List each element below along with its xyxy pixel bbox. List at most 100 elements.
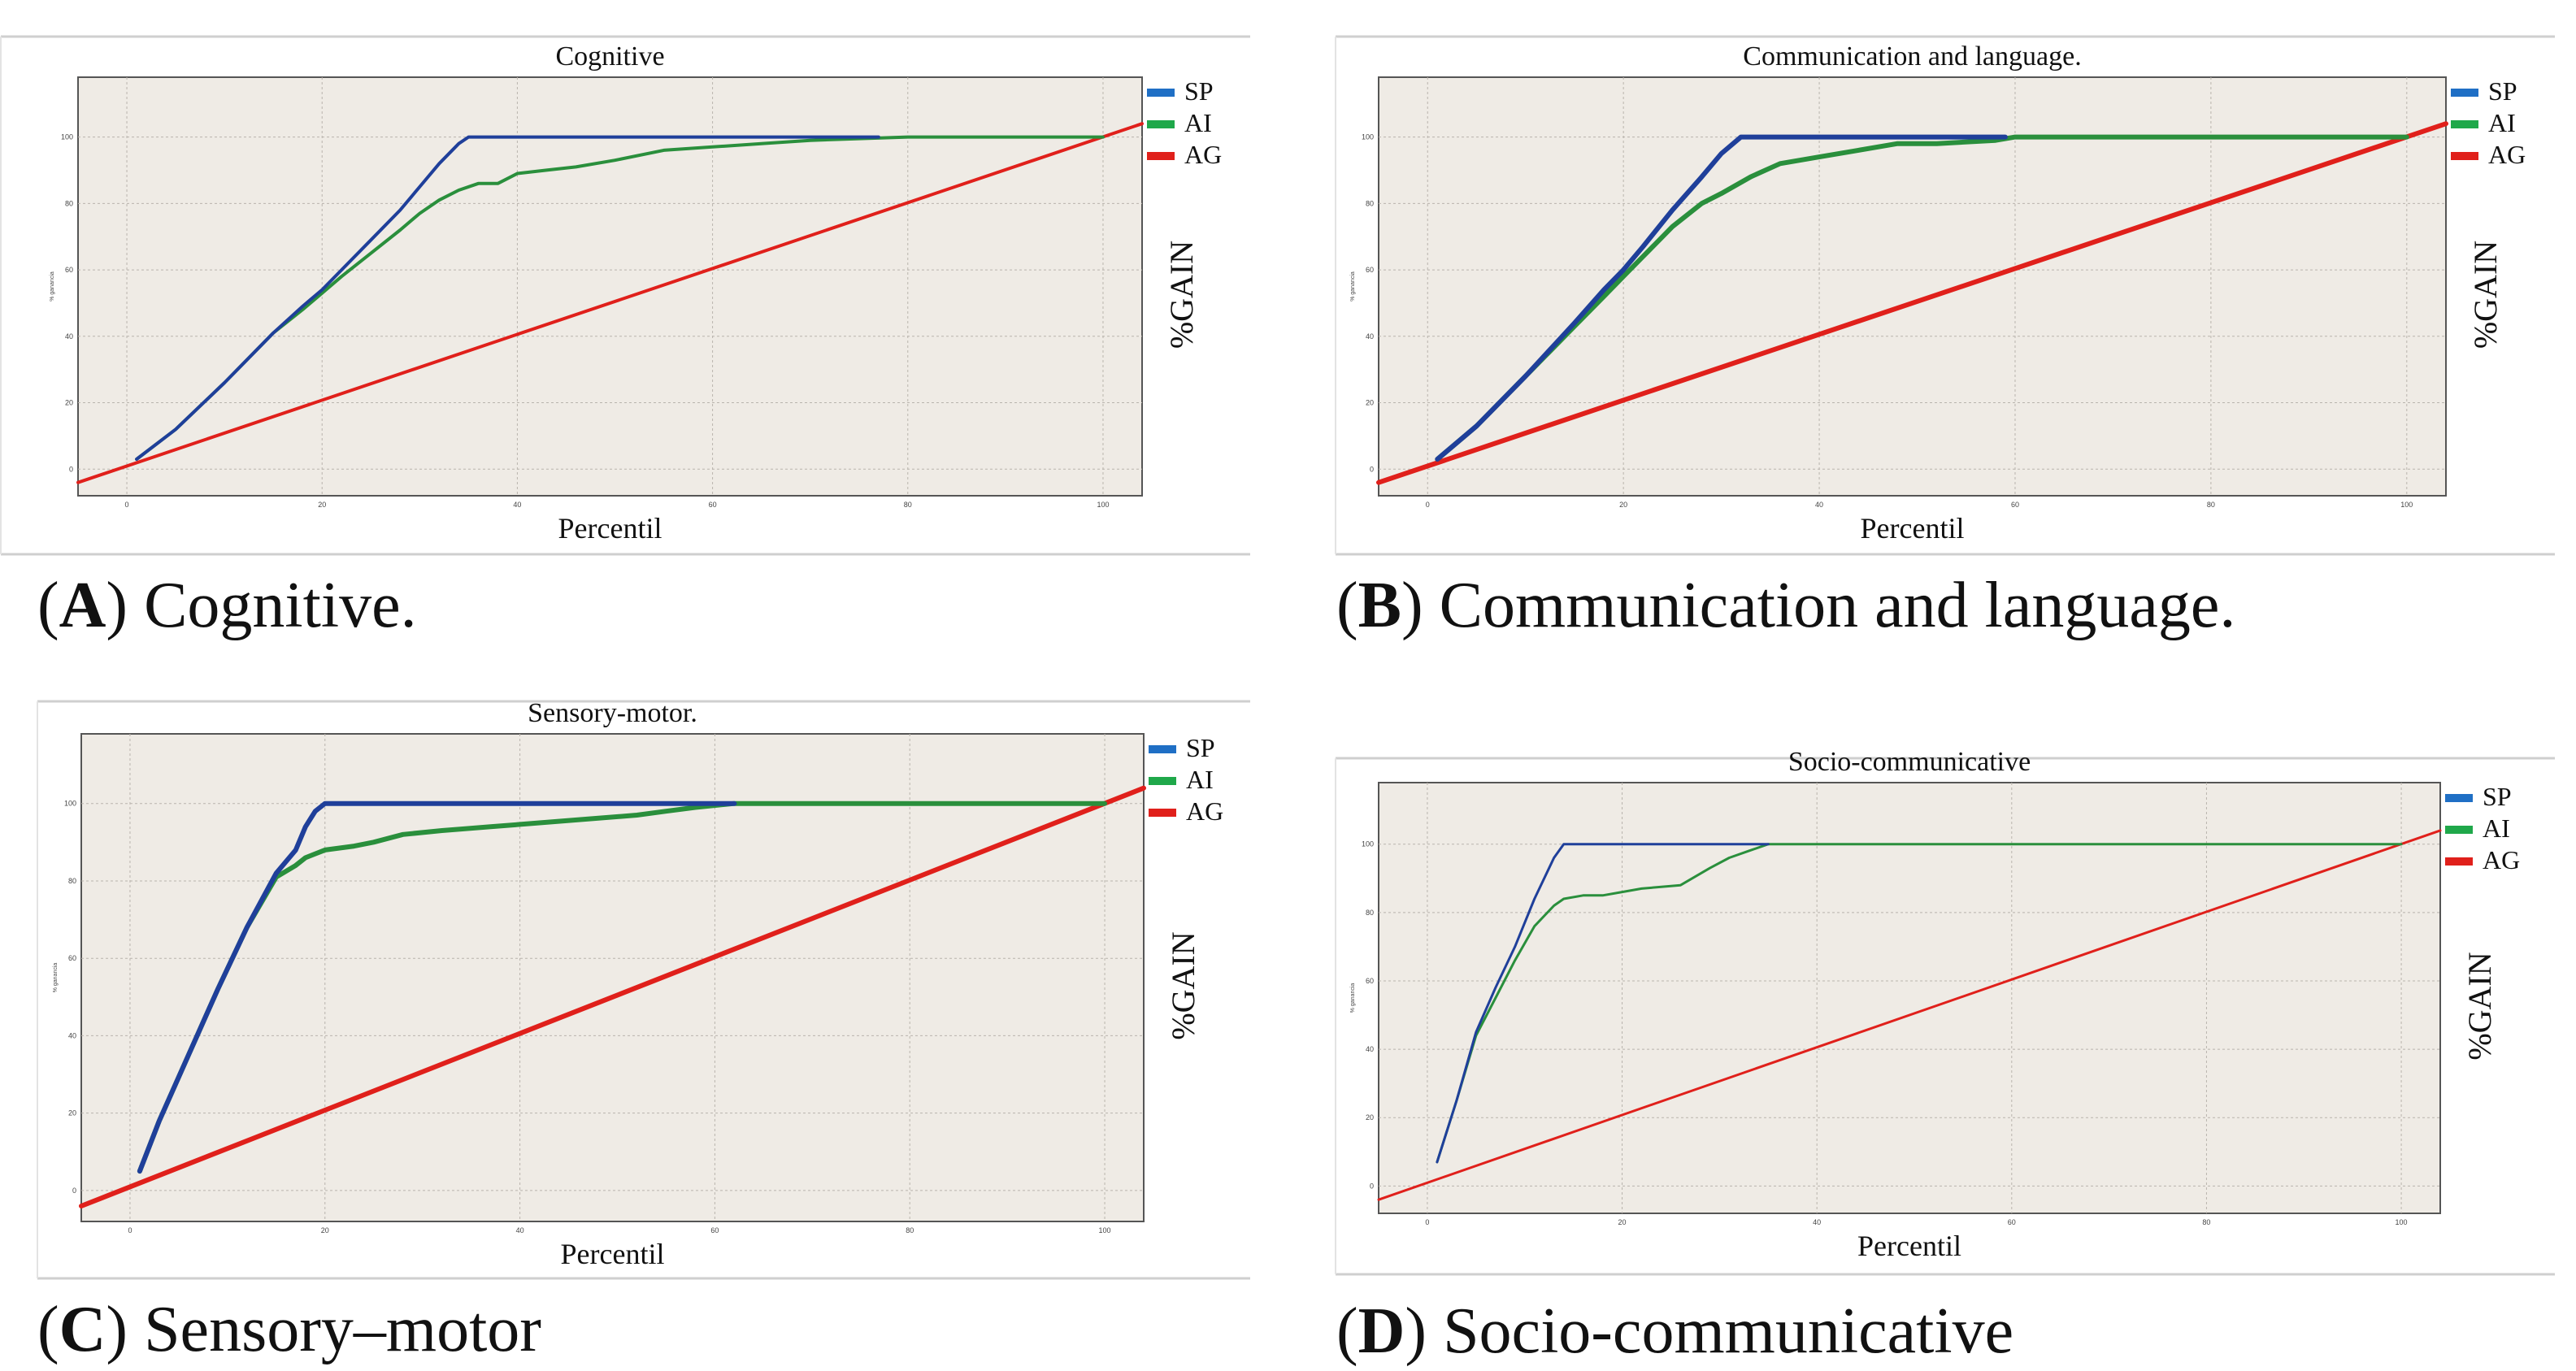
chart-0-y-tick-label: 40: [65, 332, 73, 341]
chart-0-legend-swatch-ag: [1147, 152, 1175, 160]
chart-2-legend-swatch-ag: [1149, 809, 1176, 817]
chart-3-x-tick-label: 80: [2202, 1218, 2210, 1226]
chart-0-legend-swatch-sp: [1147, 89, 1175, 97]
chart-1-y-tick-label: 100: [1362, 133, 1374, 141]
chart-3-series-ai-line: [1436, 843, 2403, 1164]
chart-1-legend-label-sp: SP: [2488, 76, 2517, 106]
chart-2-plot-area: [80, 733, 1145, 1222]
chart-d-svg: 0 20 40 60 80 100 0 20 40 60 80 100 % ganancia Socio-…: [1335, 747, 2555, 1276]
chart-1-y-tick-label: 0: [1370, 465, 1374, 473]
chart-0-y-axis-label: %GAIN: [1163, 241, 1200, 349]
panel-c: 0 20 40 60 80 100 0 20 40 60 80 100 % ganancia Sensor…: [0, 685, 1288, 1371]
chart-3-y-tick-label: 0: [1370, 1182, 1374, 1190]
chart-3-legend-label-ai: AI: [2483, 813, 2510, 843]
chart-1-y-tick-label: 40: [1366, 332, 1374, 341]
chart-3-legend-label-sp: SP: [2483, 782, 2512, 811]
chart-1-y-tick-label: 60: [1366, 266, 1374, 274]
chart-0-legend-label-ai: AI: [1184, 108, 1212, 137]
chart-2-x-tick-label: 0: [128, 1226, 132, 1234]
chart-1-plot-area: [1378, 76, 2447, 497]
chart-2-legend-label-ag: AG: [1186, 796, 1223, 826]
chart-0-legend-swatch-ai: [1147, 120, 1175, 128]
chart-3-legend-swatch-sp: [2445, 794, 2473, 802]
chart-2-x-axis-label: Percentil: [561, 1238, 665, 1270]
chart-3-title: Socio-communicative: [1788, 747, 2031, 777]
chart-c-svg: 0 20 40 60 80 100 0 20 40 60 80 100 % ganancia Sensor…: [37, 698, 1250, 1280]
chart-1-legend-label-ai: AI: [2488, 108, 2516, 137]
chart-0-y-tick-label: 0: [69, 465, 73, 473]
chart-2-legend-label-ai: AI: [1186, 765, 1214, 794]
chart-1-legend-swatch-ai: [2451, 120, 2478, 128]
chart-3-x-tick-label: 100: [2396, 1218, 2408, 1226]
chart-0-series-sp-line: [135, 135, 880, 461]
chart-2-y-tick-label: 40: [68, 1031, 76, 1039]
caption-d: (D) Socio-communicative: [1336, 1295, 2014, 1367]
chart-0-x-axis-label: Percentil: [558, 512, 662, 544]
chart-1-title: Communication and language.: [1743, 41, 2081, 72]
chart-2-y-axis-label: %GAIN: [1165, 931, 1201, 1039]
chart-2-y-tick-label: 60: [68, 954, 76, 962]
chart-3-y-tick-label: 100: [1362, 840, 1374, 848]
chart-2-x-tick-label: 80: [906, 1226, 914, 1234]
chart-2-y-small-title: % ganancia: [53, 963, 59, 993]
chart-2-legend-swatch-ai: [1149, 777, 1176, 785]
chart-0-series-ai-line: [135, 135, 1105, 461]
chart-0-y-tick-label: 20: [65, 399, 73, 407]
chart-0-x-tick-label: 40: [513, 501, 521, 509]
chart-3-legend-swatch-ai: [2445, 826, 2473, 834]
chart-3-series-sp-line: [1436, 843, 1770, 1164]
chart-3-x-axis-label: Percentil: [1857, 1230, 1961, 1262]
chart-3-y-tick-label: 60: [1366, 977, 1374, 985]
chart-0-y-small-title: % ganancia: [50, 271, 55, 302]
chart-0-x-tick-label: 60: [709, 501, 717, 509]
chart-3-y-tick-label: 20: [1366, 1113, 1374, 1122]
chart-0-y-tick-label: 60: [65, 266, 73, 274]
chart-2-x-tick-label: 60: [710, 1226, 719, 1234]
chart-3-legend-label-ag: AG: [2483, 845, 2520, 874]
chart-3-x-tick-label: 0: [1425, 1218, 1429, 1226]
chart-1-x-tick-label: 40: [1815, 501, 1823, 509]
chart-3-x-tick-label: 60: [2008, 1218, 2016, 1226]
chart-2-x-tick-label: 40: [516, 1226, 524, 1234]
chart-2-y-tick-label: 0: [72, 1187, 76, 1195]
chart-1-y-tick-label: 20: [1366, 399, 1374, 407]
chart-b-svg: 0 20 40 60 80 100 0 20 40 60 80 100 % ganancia Commun…: [1335, 35, 2555, 556]
chart-1-y-tick-label: 80: [1366, 199, 1374, 207]
chart-1-x-tick-label: 20: [1619, 501, 1627, 509]
chart-2-legend-label-sp: SP: [1186, 733, 1215, 762]
chart-2-x-tick-label: 20: [321, 1226, 329, 1234]
chart-3-y-tick-label: 40: [1366, 1045, 1374, 1053]
chart-0-title: Cognitive: [555, 41, 664, 72]
caption-c: (C) Sensory–motor: [37, 1294, 541, 1365]
chart-1-series-sp-line: [1435, 134, 2008, 462]
caption-a: (A) Cognitive.: [37, 570, 417, 641]
chart-0-x-tick-label: 100: [1097, 501, 1109, 509]
chart-0-legend-label-sp: SP: [1184, 76, 1214, 106]
chart-2-title: Sensory-motor.: [528, 698, 697, 728]
panel-a: 0 20 40 60 80 100 0 20 40 60 80 100 % ganancia Cognit…: [0, 0, 1288, 685]
chart-0-x-tick-label: 80: [904, 501, 912, 509]
chart-2-x-tick-label: 100: [1099, 1226, 1111, 1234]
chart-1-y-axis-label: %GAIN: [2467, 241, 2504, 349]
chart-1-x-tick-label: 80: [2207, 501, 2215, 509]
chart-0-legend-label-ag: AG: [1184, 140, 1222, 169]
chart-3-y-small-title: % ganancia: [1350, 983, 1356, 1013]
chart-1-legend-swatch-ag: [2451, 152, 2478, 160]
chart-2-series-ag-line: [79, 785, 1146, 1208]
chart-3-legend-swatch-ag: [2445, 857, 2473, 866]
panel-b: 0 20 40 60 80 100 0 20 40 60 80 100 % ganancia Commun…: [1288, 0, 2576, 685]
chart-1-x-tick-label: 60: [2011, 501, 2019, 509]
chart-1-legend-label-ag: AG: [2488, 140, 2526, 169]
caption-b: (B) Communication and language.: [1336, 570, 2236, 641]
chart-2-y-tick-label: 100: [64, 800, 76, 808]
chart-1-legend-swatch-sp: [2451, 89, 2478, 97]
chart-0-y-tick-label: 100: [61, 133, 73, 141]
chart-2-y-tick-label: 80: [68, 877, 76, 885]
chart-3-y-tick-label: 80: [1366, 909, 1374, 917]
chart-3-y-axis-label: %GAIN: [2461, 952, 2498, 1060]
chart-3-series-ag-line: [1377, 829, 2442, 1201]
chart-2-y-tick-label: 20: [68, 1109, 76, 1117]
chart-0-x-tick-label: 20: [318, 501, 326, 509]
panel-d: 0 20 40 60 80 100 0 20 40 60 80 100 % ganancia Socio-…: [1288, 685, 2576, 1371]
chart-1-x-tick-label: 0: [1426, 501, 1430, 509]
